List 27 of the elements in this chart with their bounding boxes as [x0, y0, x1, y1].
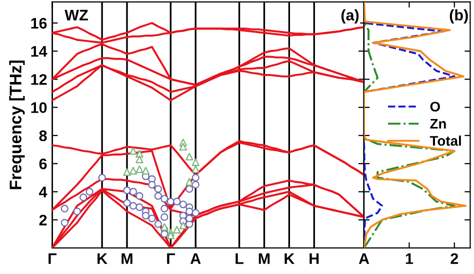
x-tick-label: A	[358, 253, 370, 264]
y-tick-label: 2	[39, 214, 47, 226]
y-axis-title: Frequency [THz]	[9, 60, 25, 190]
x-tick-label: 1	[406, 253, 414, 264]
annotation: (b)	[450, 9, 468, 24]
x-tick-label: L	[236, 253, 244, 264]
x-tick-label: M	[122, 253, 132, 264]
x-tick-label: A	[190, 253, 201, 264]
legend-label: O	[430, 102, 440, 112]
x-tick-label: K	[284, 253, 295, 264]
y-tick-label: 12	[31, 74, 47, 85]
annotation: WZ	[64, 10, 88, 20]
y-tick-label: 16	[31, 18, 47, 29]
legend-label: Zn	[430, 118, 446, 129]
x-tick-label: K	[98, 253, 108, 264]
x-tick-label: Γ	[48, 253, 56, 264]
y-tick-label: 8	[39, 130, 47, 142]
y-tick-label: 14	[31, 46, 48, 57]
y-tick-label: 6	[39, 158, 47, 170]
y-tick-label: 4	[39, 186, 48, 198]
x-tick-label: 2	[450, 253, 458, 264]
y-tick-label: 10	[31, 102, 47, 114]
x-tick-label: Γ	[167, 253, 176, 264]
annotation: (a)	[341, 9, 359, 24]
x-tick-label: M	[258, 253, 270, 264]
legend-label: Total	[430, 136, 461, 146]
x-tick-label: H	[310, 253, 319, 264]
